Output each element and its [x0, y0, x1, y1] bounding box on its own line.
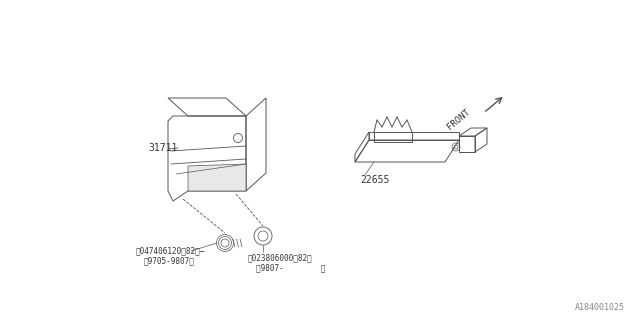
Text: 〈9705-9807〉: 〈9705-9807〉 — [144, 257, 195, 266]
Text: 31711: 31711 — [148, 143, 177, 153]
Polygon shape — [188, 164, 246, 191]
Text: A184001025: A184001025 — [575, 303, 625, 312]
Text: 22655: 22655 — [360, 175, 389, 185]
Text: FRONT: FRONT — [445, 107, 472, 131]
Text: Ⓢ047406120〈82〉―: Ⓢ047406120〈82〉― — [136, 246, 205, 255]
Text: Ⓝ023806000〈82〉: Ⓝ023806000〈82〉 — [248, 253, 313, 262]
Text: 〈9807-        〉: 〈9807- 〉 — [256, 263, 325, 273]
